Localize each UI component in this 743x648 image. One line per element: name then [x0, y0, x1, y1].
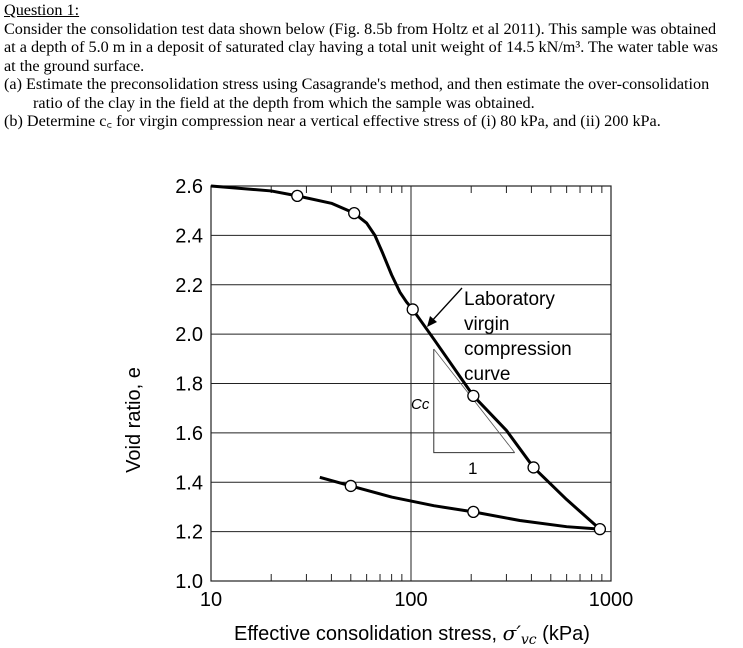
y-tick-label: 2.0: [175, 324, 203, 346]
x-tick-label: 1000: [589, 589, 634, 611]
data-point: [593, 523, 607, 536]
question-line: at the ground surface.: [4, 56, 145, 75]
data-point: [291, 189, 304, 203]
question-text: Question 1: Consider the consolidation t…: [4, 1, 718, 131]
y-tick-label: 1.6: [175, 423, 203, 445]
curve-label-2: virgin: [464, 314, 509, 335]
data-point: [406, 303, 419, 316]
cc-label: Cc: [411, 396, 430, 413]
question-title: Question 1:: [4, 1, 80, 19]
data-point: [527, 461, 540, 474]
x-axis-label: Effective consolidation stress, σ′vc (kP…: [234, 621, 590, 648]
curve-label-4: curve: [464, 364, 510, 385]
annotation-arrow: [429, 287, 463, 324]
question-line: at a depth of 5.0 m in a deposit of satu…: [4, 38, 718, 56]
data-point: [348, 207, 361, 220]
x-tick-label: 100: [394, 589, 427, 611]
x-tick-label: 10: [200, 589, 222, 611]
y-axis-label: Void ratio, e: [123, 367, 145, 473]
data-point: [467, 389, 480, 402]
data-point: [467, 505, 480, 519]
part-a: (a) Estimate the preconsolidation stress…: [4, 75, 710, 93]
question-line: Consider the consolidation test data sho…: [4, 19, 717, 38]
loading-curve: [210, 184, 601, 531]
y-tick-label: 1.4: [175, 472, 203, 494]
y-tick-label: 1.8: [175, 374, 203, 396]
part-b: (b) Determine c꜀ for virgin compression …: [4, 112, 661, 130]
data-point: [344, 479, 357, 493]
curve-label-1: Laboratory: [464, 289, 555, 310]
y-tick-label: 2.4: [175, 225, 203, 247]
y-tick-label: 1.2: [175, 522, 203, 544]
run-label: 1: [468, 459, 477, 478]
part-a-cont: ratio of the clay in the field at the de…: [33, 93, 535, 112]
unloading-curve: [319, 475, 601, 531]
y-tick-label: 2.6: [175, 176, 203, 198]
y-tick-label: 1.0: [175, 571, 203, 593]
plot-frame: [210, 185, 612, 582]
arrow-head: [427, 316, 437, 327]
cc-slope-triangle: [433, 348, 515, 454]
curve-label-3: compression: [464, 339, 572, 360]
y-tick-label: 2.2: [175, 275, 203, 297]
